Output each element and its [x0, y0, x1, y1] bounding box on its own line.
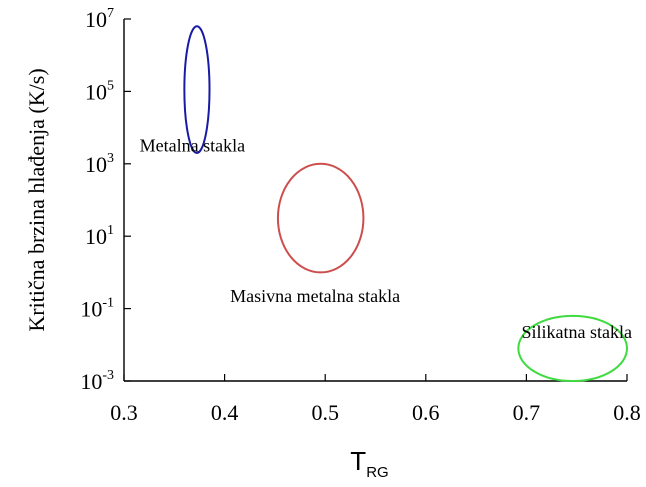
plot-area: 0.3 0.4 0.5 0.6 0.7 0.8 107 105 103 101 10-1 10-3 Kr…: [24, 6, 641, 481]
region-label-2: Masivna metalna stakla: [230, 286, 400, 306]
x-axis-label: TRG: [350, 446, 388, 481]
y-axis-label: Kritična brzina hlađenja (K/s): [24, 68, 49, 331]
x-tick-label: 0.7: [513, 400, 541, 425]
y-tick-label: 103: [85, 151, 114, 177]
y-tick-label: 107: [85, 6, 114, 32]
y-tick-label: 10-1: [80, 296, 114, 322]
y-tick-label: 10-3: [80, 368, 114, 394]
y-tick-label: 101: [85, 223, 114, 249]
x-tick-label: 0.6: [412, 400, 440, 425]
region-label-3: Silikatna stakla: [521, 322, 631, 342]
region-ellipse-1: [183, 25, 211, 154]
region-label-1: Metalna stakla: [140, 136, 245, 156]
region-ellipse-2: [276, 162, 365, 274]
y-tick-label: 105: [85, 78, 114, 104]
x-tick-label: 0.8: [613, 400, 641, 425]
x-tick-label: 0.4: [211, 400, 239, 425]
x-tick-label: 0.5: [311, 400, 339, 425]
x-tick-label: 0.3: [110, 400, 138, 425]
region-ellipse-3: [517, 314, 629, 383]
